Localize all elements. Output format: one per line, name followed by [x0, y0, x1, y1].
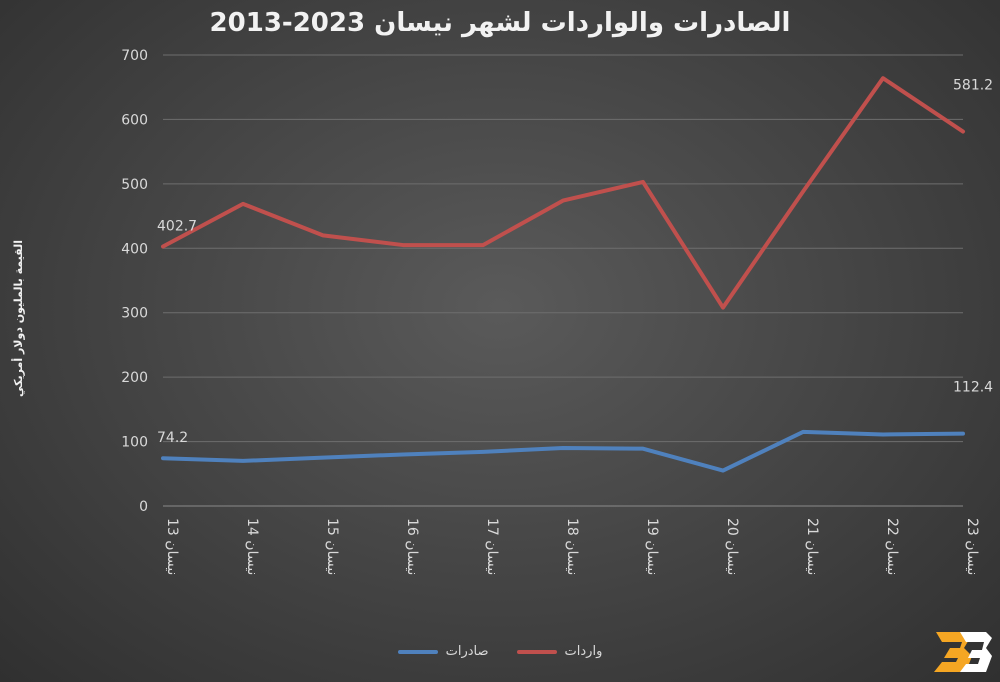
- data-point: [802, 431, 804, 433]
- x-tick-label: نيسان 22: [884, 518, 900, 575]
- data-point: [962, 433, 964, 435]
- data-point: [242, 460, 244, 462]
- legend: صادرات واردات: [0, 644, 1000, 659]
- data-point: [882, 77, 884, 79]
- data-point: [722, 307, 724, 309]
- x-tick-label: نيسان 16: [404, 518, 420, 575]
- legend-swatch-imports: [516, 649, 557, 654]
- data-point: [402, 244, 404, 246]
- legend-swatch-exports: [397, 649, 438, 654]
- x-tick-label: نيسان 18: [564, 518, 580, 575]
- data-point: [242, 203, 244, 205]
- x-tick-label: نيسان 13: [164, 518, 180, 575]
- data-label: 581.2: [953, 78, 993, 94]
- y-tick-label: 700: [121, 48, 148, 64]
- x-tick-label: نيسان 20: [724, 518, 740, 575]
- chart-title: الصادرات والواردات لشهر نيسان 2023-2013: [209, 8, 791, 38]
- x-tick-label: نيسان 23: [964, 518, 980, 575]
- y-tick-label: 100: [121, 435, 148, 451]
- y-tick-label: 0: [139, 499, 148, 515]
- data-point: [882, 433, 884, 435]
- data-point: [162, 246, 164, 248]
- data-point: [722, 470, 724, 472]
- data-point: [962, 131, 964, 133]
- legend-item-exports: صادرات: [397, 644, 489, 659]
- y-tick-label: 500: [121, 177, 148, 193]
- x-tick-label: نيسان 21: [804, 518, 820, 575]
- y-tick-label: 400: [121, 241, 148, 257]
- series-line-0: [161, 76, 965, 310]
- data-label: 112.4: [953, 380, 993, 396]
- x-tick-label: نيسان 14: [244, 518, 260, 575]
- data-point: [482, 244, 484, 246]
- y-tick-label: 600: [121, 112, 148, 128]
- data-point: [642, 448, 644, 450]
- data-label: 402.7: [157, 219, 197, 235]
- y-axis-label: القيمة بالمليون دولار أمريكي: [12, 240, 25, 397]
- x-tick-label: نيسان 17: [484, 518, 500, 575]
- data-point: [322, 234, 324, 236]
- y-tick-label: 200: [121, 370, 148, 386]
- data-point: [482, 451, 484, 453]
- data-point: [402, 453, 404, 455]
- series-line-1: [161, 429, 965, 473]
- data-point: [562, 200, 564, 202]
- data-point: [642, 181, 644, 183]
- data-label: 74.2: [157, 430, 188, 446]
- x-tick-label: نيسان 19: [644, 518, 660, 575]
- legend-label-exports: صادرات: [445, 644, 489, 659]
- y-tick-label: 300: [121, 306, 148, 322]
- x-tick-label: نيسان 15: [324, 518, 340, 575]
- bb-logo-icon: [934, 632, 992, 672]
- legend-item-imports: واردات: [516, 644, 603, 659]
- data-point: [802, 191, 804, 193]
- data-point: [162, 457, 164, 459]
- data-point: [322, 457, 324, 459]
- data-point: [562, 447, 564, 449]
- legend-label-imports: واردات: [564, 644, 603, 659]
